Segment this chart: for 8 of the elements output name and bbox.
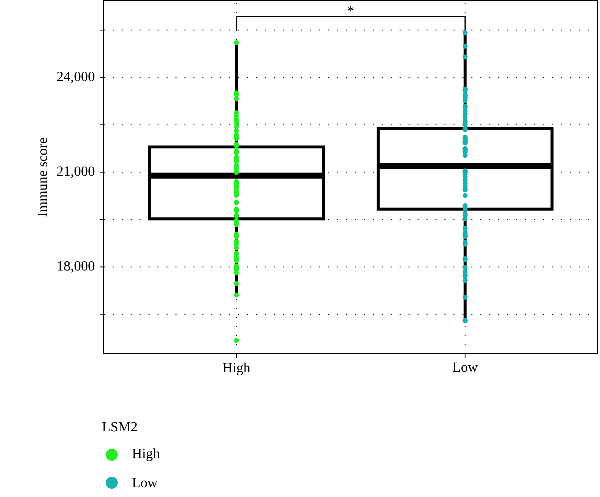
legend-title: LSM2: [102, 422, 138, 432]
y-tick-label: 21,000: [57, 166, 95, 178]
y-axis-title: Immune score: [38, 138, 48, 217]
legend-label: High: [132, 448, 160, 462]
legend-label: Low: [132, 478, 158, 488]
annotation: *: [348, 6, 354, 12]
y-tick-label: 18,000: [58, 261, 95, 273]
y-tick-label: 24,000: [57, 72, 95, 84]
